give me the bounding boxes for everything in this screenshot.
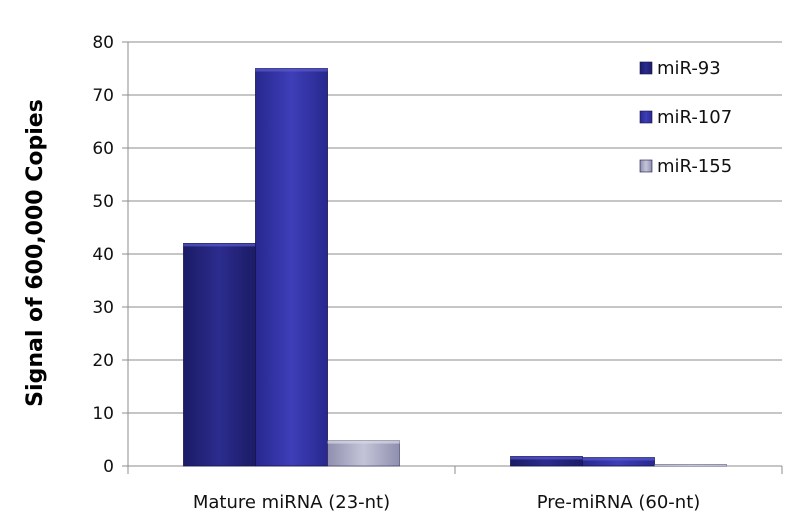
bar-top-highlight (183, 243, 256, 247)
legend-swatch (639, 110, 653, 124)
legend-swatch (639, 159, 653, 173)
y-tick-label: 70 (92, 86, 114, 106)
bars (183, 68, 727, 467)
y-axis-title: Signal of 600,000 Copies (23, 99, 48, 407)
bar-mir-155 (327, 440, 400, 467)
y-tick-label: 60 (92, 139, 114, 159)
y-tick-label: 0 (103, 457, 114, 477)
y-tick-label: 40 (92, 245, 114, 265)
y-tick-label: 80 (92, 33, 114, 53)
legend-swatch (639, 61, 653, 75)
legend-label: miR-107 (657, 107, 732, 128)
y-axis: 0 10 20 30 40 50 60 70 80 (92, 33, 129, 477)
bar-top-highlight (255, 68, 328, 72)
legend-label: miR-93 (657, 58, 721, 79)
bar-top-highlight (582, 457, 655, 461)
legend: miR-93 miR-107 miR-155 (639, 58, 732, 177)
bar-top-highlight (510, 456, 583, 460)
legend-label: miR-155 (657, 156, 732, 177)
y-tick-label: 50 (92, 192, 114, 212)
y-tick-label: 10 (92, 404, 114, 424)
x-axis: Mature miRNA (23-nt) Pre-miRNA (60-nt) (127, 465, 783, 513)
y-tick-label: 20 (92, 351, 114, 371)
bar-mir-93 (183, 242, 256, 467)
bar-mir-107 (255, 68, 328, 467)
y-tick-label: 30 (92, 298, 114, 318)
bar-top-highlight (327, 440, 400, 444)
bar-top-highlight (654, 464, 727, 466)
x-category-label: Pre-miRNA (60-nt) (537, 492, 701, 513)
x-category-label: Mature miRNA (23-nt) (193, 492, 390, 513)
